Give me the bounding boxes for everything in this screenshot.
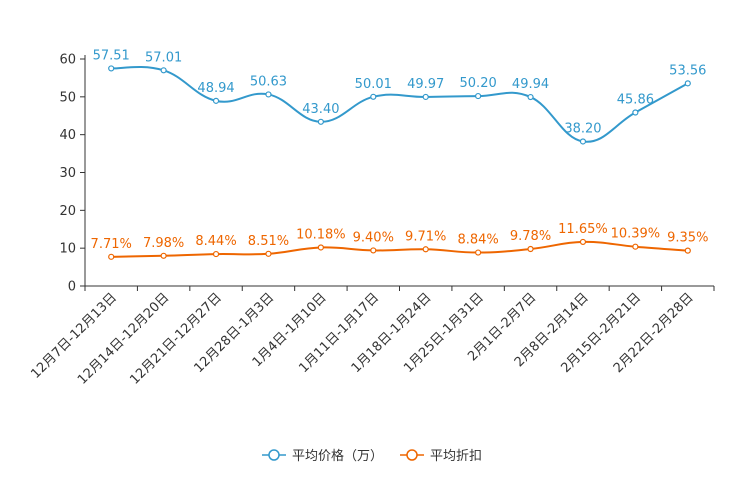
legend-item-0[interactable]: 平均价格（万） [262, 448, 383, 464]
series-0-data-label: 57.51 [93, 48, 130, 63]
series-1-point[interactable] [370, 247, 377, 254]
series-0-data-label: 38.20 [564, 121, 601, 136]
legend-marker-icon [406, 449, 418, 461]
series-0-point[interactable] [684, 80, 691, 87]
legend-label: 平均折扣 [430, 449, 482, 464]
series-1-point[interactable] [422, 246, 429, 253]
series-0-data-label: 50.20 [460, 76, 497, 91]
legend-marker-icon [268, 449, 280, 461]
chart-data-labels: 57.51 57.01 48.94 50.63 43.40 50.01 49.97 50.20… [91, 48, 709, 251]
series-1-data-label: 10.18% [296, 227, 346, 242]
series-1-data-label: 9.78% [510, 229, 551, 244]
series-0-data-label: 45.86 [617, 92, 654, 107]
series-0-data-label: 43.40 [302, 102, 339, 117]
series-1-data-label: 9.71% [405, 229, 446, 244]
series-1-data-label: 11.65% [558, 222, 608, 237]
x-tick-label: 12月7日-12月13日 [28, 290, 120, 382]
series-1-point[interactable] [475, 249, 482, 256]
series-line-0 [111, 65, 689, 143]
series-1-data-label: 8.84% [457, 233, 498, 248]
series-1-data-label: 9.35% [667, 231, 708, 246]
y-tick-label: 40 [59, 128, 76, 143]
series-1-point[interactable] [160, 252, 167, 259]
y-tick-label: 20 [59, 204, 76, 219]
series-0-point[interactable] [527, 93, 534, 101]
series-0-data-label: 49.94 [512, 77, 549, 92]
series-1-point[interactable] [684, 247, 691, 254]
legend-item-1[interactable]: 平均折扣 [400, 449, 482, 464]
series-0-point[interactable] [317, 118, 324, 125]
chart-axes: 0 10 20 30 40 50 60 12月7日-12月13日12月14日-12月20日12… [28, 53, 715, 388]
y-tick-label: 60 [59, 53, 76, 68]
series-0-data-label: 50.63 [250, 74, 287, 89]
series-1-point[interactable] [212, 250, 220, 258]
series-0-point[interactable] [632, 109, 639, 116]
x-tick-label: 12月21日-12月27日 [127, 290, 224, 387]
series-0-point[interactable] [370, 93, 377, 100]
x-tick-label: 12月14日-12月20日 [75, 290, 172, 387]
series-0-point[interactable] [212, 97, 220, 104]
chart-legend[interactable]: 平均价格（万） 平均折扣 [262, 448, 482, 464]
y-tick-label: 0 [68, 280, 76, 295]
series-1-point[interactable] [108, 253, 115, 260]
series-1-point[interactable] [527, 245, 534, 253]
series-1-point[interactable] [632, 243, 639, 250]
series-0-data-label: 57.01 [145, 50, 182, 65]
series-1-point[interactable] [579, 238, 587, 246]
series-0-data-label: 48.94 [197, 81, 234, 96]
series-0-point[interactable] [108, 65, 115, 72]
series-0-point[interactable] [265, 91, 272, 98]
chart-plot-area [108, 65, 691, 260]
series-1-point[interactable] [265, 250, 272, 257]
series-1-data-label: 7.98% [143, 236, 184, 251]
series-0-data-label: 49.97 [407, 77, 444, 92]
series-line-1 [111, 240, 688, 258]
series-0-point[interactable] [160, 67, 167, 74]
series-1-data-label: 7.71% [91, 237, 132, 252]
series-0-point[interactable] [475, 92, 482, 100]
series-1-data-label: 10.39% [611, 227, 661, 242]
series-1-point[interactable] [317, 244, 324, 251]
series-0-data-label: 53.56 [669, 63, 706, 78]
series-0-point[interactable] [579, 138, 587, 145]
y-tick-label: 50 [59, 90, 76, 105]
series-1-data-label: 9.40% [353, 230, 394, 245]
y-tick-label: 30 [59, 166, 76, 181]
y-tick-label: 10 [59, 242, 76, 257]
legend-label: 平均价格（万） [292, 448, 383, 464]
series-1-data-label: 8.44% [195, 234, 236, 249]
series-1-data-label: 8.51% [248, 234, 289, 249]
series-0-point[interactable] [422, 93, 429, 101]
series-0-data-label: 50.01 [355, 77, 392, 92]
